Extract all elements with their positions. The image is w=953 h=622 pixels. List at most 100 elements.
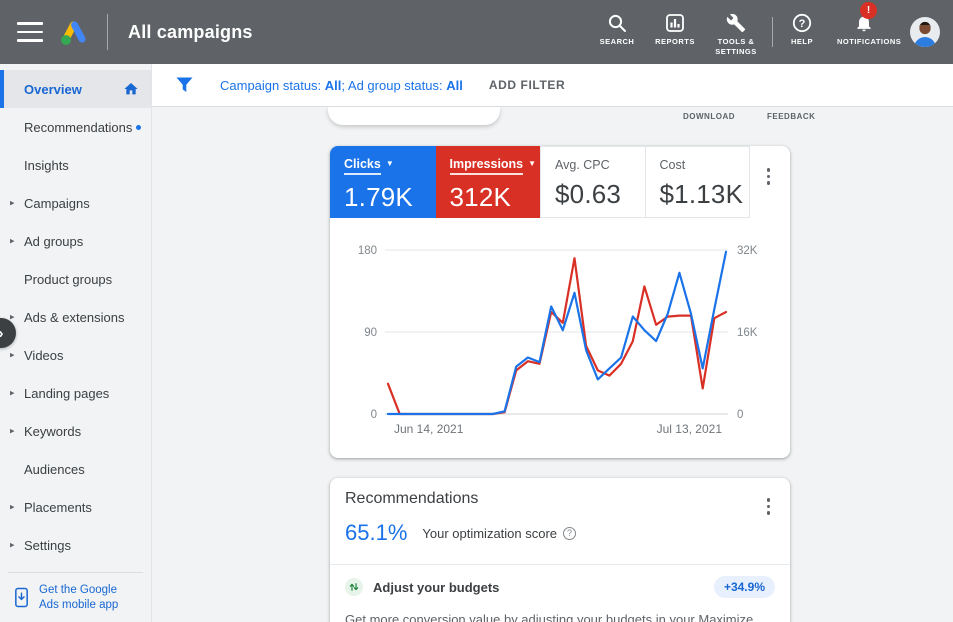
metric-label: Avg. CPC: [555, 158, 610, 172]
active-filters[interactable]: Campaign status: All; Ad group status: A…: [220, 77, 463, 93]
tools-settings-button[interactable]: TOOLS & SETTINGS: [704, 0, 768, 64]
expand-panel-button[interactable]: ›: [0, 318, 16, 348]
card-divider: [330, 564, 790, 565]
svg-text:16K: 16K: [737, 327, 758, 339]
recommendation-item[interactable]: Adjust your budgets +34.9%: [345, 576, 775, 598]
reports-button[interactable]: REPORTS: [646, 0, 704, 64]
expand-arrow-icon: ▸: [10, 539, 15, 550]
sidebar-item-label: Keywords: [24, 423, 82, 439]
sidebar-item-keywords[interactable]: ▸ Keywords: [0, 412, 151, 450]
sidebar-item-product-groups[interactable]: Product groups: [0, 260, 151, 298]
recommendation-description: Get more conversion value by adjusting y…: [345, 612, 754, 622]
sidebar-item-label: Audiences: [24, 461, 85, 477]
svg-text:0: 0: [371, 409, 377, 421]
reports-label: REPORTS: [655, 37, 695, 46]
sidebar-item-ad-groups[interactable]: ▸ Ad groups: [0, 222, 151, 260]
sidebar-item-label: Ads & extensions: [24, 309, 125, 325]
dropdown-caret-icon: ▼: [528, 159, 537, 168]
sidebar-item-ads-extensions[interactable]: ▸ Ads & extensions: [0, 298, 151, 336]
dropdown-caret-icon: ▼: [385, 159, 394, 168]
notifications-label: NOTIFICATIONS: [837, 37, 902, 46]
sidebar-item-audiences[interactable]: Audiences: [0, 450, 151, 488]
svg-text:Jun 14, 2021: Jun 14, 2021: [394, 422, 464, 436]
wrench-icon: [726, 13, 746, 33]
mobile-app-label: Get the Google Ads mobile app: [39, 584, 119, 611]
sidebar-item-label: Insights: [24, 157, 69, 173]
card-menu-button[interactable]: [763, 164, 775, 189]
search-icon: [608, 14, 626, 32]
metric-tile-cost[interactable]: Cost $1.13K: [644, 146, 750, 218]
download-button[interactable]: DOWNLOAD: [683, 112, 735, 121]
main-content: DOWNLOAD FEEDBACK Clicks ▼ 1.79K Impressi…: [152, 107, 953, 622]
expand-arrow-icon: ▸: [10, 311, 15, 322]
avatar-image: [910, 17, 940, 47]
tools-settings-label: TOOLS & SETTINGS: [715, 37, 757, 56]
metric-tile-impressions[interactable]: Impressions ▼ 312K: [435, 146, 541, 218]
metric-tiles: Clicks ▼ 1.79K Impressions ▼ 312K Avg. CPC…: [330, 146, 790, 218]
sidebar-item-settings[interactable]: ▸ Settings: [0, 526, 151, 564]
sidebar-item-videos[interactable]: ▸ Videos: [0, 336, 151, 374]
google-ads-logo-icon[interactable]: [59, 17, 89, 47]
chevron-right-icon: ›: [0, 325, 4, 342]
uplift-badge: +34.9%: [713, 576, 775, 598]
search-button[interactable]: SEARCH: [588, 0, 646, 64]
menu-icon[interactable]: [17, 22, 43, 42]
metric-label: Impressions: [449, 157, 524, 175]
svg-text:90: 90: [364, 327, 377, 339]
help-circle-icon[interactable]: ?: [563, 526, 577, 540]
sidebar-item-recommendations[interactable]: Recommendations: [0, 108, 151, 146]
expand-arrow-icon: ▸: [10, 349, 15, 360]
new-indicator-dot: [136, 124, 142, 130]
svg-text:32K: 32K: [737, 245, 758, 257]
mobile-app-link[interactable]: Get the Google Ads mobile app: [0, 583, 151, 613]
bell-icon: [857, 15, 871, 32]
sidebar-item-label: Placements: [24, 499, 92, 515]
sidebar-item-campaigns[interactable]: ▸ Campaigns: [0, 184, 151, 222]
help-icon: ?: [792, 13, 812, 33]
sidebar-item-label: Settings: [24, 537, 71, 553]
help-button[interactable]: ? HELP: [777, 0, 827, 64]
sidebar-item-label: Recommendations: [24, 119, 133, 135]
sidebar-item-label: Overview: [24, 81, 82, 97]
adjust-budgets-icon: [345, 578, 363, 596]
add-filter-button[interactable]: ADD FILTER: [488, 78, 566, 92]
optimization-score-label: Your optimization score: [422, 525, 558, 541]
expand-arrow-icon: ▸: [10, 235, 15, 246]
sidebar-item-placements[interactable]: ▸ Placements: [0, 488, 151, 526]
metric-tile-clicks[interactable]: Clicks ▼ 1.79K: [330, 146, 436, 218]
metric-label: Clicks: [344, 157, 381, 175]
top-app-bar: All campaigns SEARCH REPORTS TOOLS & SET…: [0, 0, 953, 64]
recommendation-title: Adjust your budgets: [373, 579, 500, 595]
sidebar-item-label: Ad groups: [24, 233, 84, 249]
sidebar-item-label: Videos: [24, 347, 64, 363]
date-range-chip[interactable]: [328, 107, 500, 125]
mobile-phone-icon: [15, 588, 28, 608]
metric-value: 1.79K: [344, 182, 413, 212]
svg-text:0: 0: [737, 409, 743, 421]
metric-value: $1.13K: [659, 179, 744, 209]
recommendations-title: Recommendations: [345, 490, 479, 507]
feedback-button[interactable]: FEEDBACK: [767, 112, 816, 121]
account-avatar[interactable]: [901, 0, 949, 64]
sidebar-item-overview[interactable]: Overview: [0, 70, 151, 108]
card-menu-button[interactable]: [763, 494, 775, 519]
sidebar-nav: Overview Recommendations Insights ▸ Campa…: [0, 64, 152, 622]
svg-text:?: ?: [799, 18, 806, 30]
expand-arrow-icon: ▸: [10, 387, 15, 398]
metric-tile-avg-cpc[interactable]: Avg. CPC $0.63: [540, 146, 646, 218]
notifications-button[interactable]: NOTIFICATIONS !: [827, 0, 901, 64]
expand-arrow-icon: ▸: [10, 197, 15, 208]
sidebar-item-insights[interactable]: Insights: [0, 146, 151, 184]
svg-text:Jul 13, 2021: Jul 13, 2021: [657, 422, 723, 436]
topbar-separator: [772, 17, 773, 47]
sidebar-item-label: Landing pages: [24, 385, 110, 401]
search-label: SEARCH: [599, 37, 635, 46]
expand-arrow-icon: ▸: [10, 501, 15, 512]
sidebar-item-landing-pages[interactable]: ▸ Landing pages: [0, 374, 151, 412]
metric-value: $0.63: [555, 179, 622, 209]
expand-arrow-icon: ▸: [10, 425, 15, 436]
filter-bar: Campaign status: All; Ad group status: A…: [152, 64, 953, 107]
sidebar-item-label: Campaigns: [24, 195, 90, 211]
performance-card: Clicks ▼ 1.79K Impressions ▼ 312K Avg. CPC…: [330, 146, 790, 458]
recommendations-card: Recommendations 65.1% Your optimization …: [330, 478, 790, 622]
